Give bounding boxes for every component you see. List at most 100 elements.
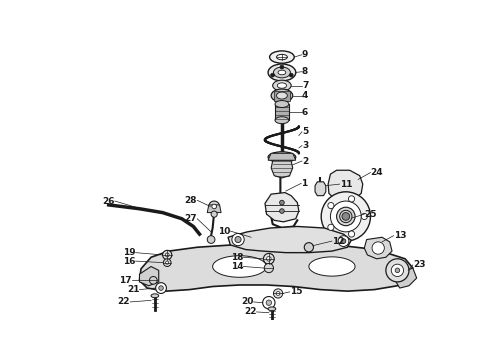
- Circle shape: [386, 259, 409, 282]
- Circle shape: [270, 73, 274, 77]
- Ellipse shape: [268, 64, 296, 81]
- Circle shape: [232, 233, 244, 246]
- Polygon shape: [275, 104, 289, 120]
- Circle shape: [212, 204, 217, 209]
- Circle shape: [266, 300, 271, 305]
- Text: 15: 15: [290, 287, 302, 296]
- Text: 22: 22: [244, 307, 257, 316]
- Ellipse shape: [309, 257, 355, 276]
- Text: 27: 27: [185, 214, 197, 223]
- Polygon shape: [274, 91, 290, 101]
- Circle shape: [328, 203, 334, 209]
- Text: 6: 6: [302, 108, 308, 117]
- Ellipse shape: [268, 152, 296, 163]
- Polygon shape: [207, 205, 221, 213]
- Text: 11: 11: [340, 180, 352, 189]
- Text: 3: 3: [302, 141, 308, 150]
- Circle shape: [348, 196, 355, 202]
- Circle shape: [273, 289, 283, 298]
- Circle shape: [289, 73, 293, 77]
- Polygon shape: [328, 170, 363, 201]
- Circle shape: [163, 259, 171, 266]
- Circle shape: [340, 210, 352, 222]
- Text: 2: 2: [302, 157, 308, 166]
- Circle shape: [328, 224, 334, 230]
- Circle shape: [341, 239, 346, 243]
- Circle shape: [263, 297, 275, 309]
- Text: 22: 22: [118, 297, 130, 306]
- Ellipse shape: [213, 256, 267, 277]
- Polygon shape: [268, 153, 296, 160]
- Circle shape: [264, 253, 274, 264]
- Circle shape: [149, 276, 157, 284]
- Polygon shape: [265, 193, 299, 222]
- Ellipse shape: [270, 51, 294, 63]
- Polygon shape: [140, 243, 413, 291]
- Circle shape: [264, 264, 273, 273]
- Ellipse shape: [271, 89, 293, 102]
- Circle shape: [211, 211, 217, 217]
- Ellipse shape: [275, 100, 289, 108]
- Ellipse shape: [276, 92, 287, 99]
- Circle shape: [372, 242, 384, 254]
- Circle shape: [207, 236, 215, 243]
- Ellipse shape: [273, 67, 291, 78]
- Polygon shape: [228, 226, 351, 253]
- Text: 1: 1: [301, 179, 307, 188]
- Circle shape: [330, 201, 361, 232]
- Ellipse shape: [275, 117, 289, 124]
- Circle shape: [156, 283, 167, 293]
- Ellipse shape: [151, 294, 159, 298]
- Text: 21: 21: [127, 285, 140, 294]
- Circle shape: [321, 192, 370, 241]
- Circle shape: [159, 286, 163, 291]
- Text: 7: 7: [302, 81, 308, 90]
- Polygon shape: [271, 161, 293, 178]
- Ellipse shape: [277, 83, 287, 88]
- Circle shape: [342, 213, 350, 220]
- Text: 10: 10: [218, 226, 230, 235]
- Text: 12: 12: [332, 237, 344, 246]
- Text: 19: 19: [123, 248, 136, 257]
- Circle shape: [209, 201, 220, 212]
- Ellipse shape: [278, 70, 286, 75]
- Circle shape: [280, 200, 284, 205]
- Text: 14: 14: [231, 262, 244, 271]
- Circle shape: [337, 207, 355, 226]
- Ellipse shape: [276, 54, 287, 60]
- Circle shape: [276, 292, 280, 295]
- Circle shape: [267, 256, 271, 261]
- Text: 16: 16: [123, 257, 136, 266]
- Circle shape: [391, 264, 404, 276]
- Text: 9: 9: [302, 50, 308, 59]
- Text: 17: 17: [119, 276, 132, 285]
- Text: 25: 25: [365, 210, 377, 219]
- Polygon shape: [365, 237, 392, 259]
- Circle shape: [165, 253, 169, 257]
- Circle shape: [304, 243, 314, 252]
- Circle shape: [395, 268, 400, 273]
- Ellipse shape: [273, 80, 291, 91]
- Polygon shape: [315, 182, 326, 195]
- Text: 28: 28: [185, 196, 197, 205]
- Ellipse shape: [268, 307, 276, 311]
- Circle shape: [338, 236, 349, 247]
- Polygon shape: [140, 266, 159, 286]
- Circle shape: [235, 237, 241, 243]
- Circle shape: [280, 209, 284, 213]
- Circle shape: [361, 213, 368, 220]
- Text: 8: 8: [302, 67, 308, 76]
- Circle shape: [348, 231, 355, 237]
- Text: 18: 18: [231, 253, 244, 262]
- Circle shape: [280, 65, 284, 69]
- Text: 26: 26: [102, 197, 115, 206]
- Circle shape: [163, 250, 172, 260]
- Circle shape: [166, 261, 169, 264]
- Text: 20: 20: [241, 297, 253, 306]
- Text: 24: 24: [370, 168, 383, 177]
- Polygon shape: [395, 268, 416, 288]
- Text: 13: 13: [393, 231, 406, 240]
- Text: 5: 5: [302, 127, 308, 136]
- Text: 23: 23: [413, 261, 425, 269]
- Text: 4: 4: [302, 91, 308, 100]
